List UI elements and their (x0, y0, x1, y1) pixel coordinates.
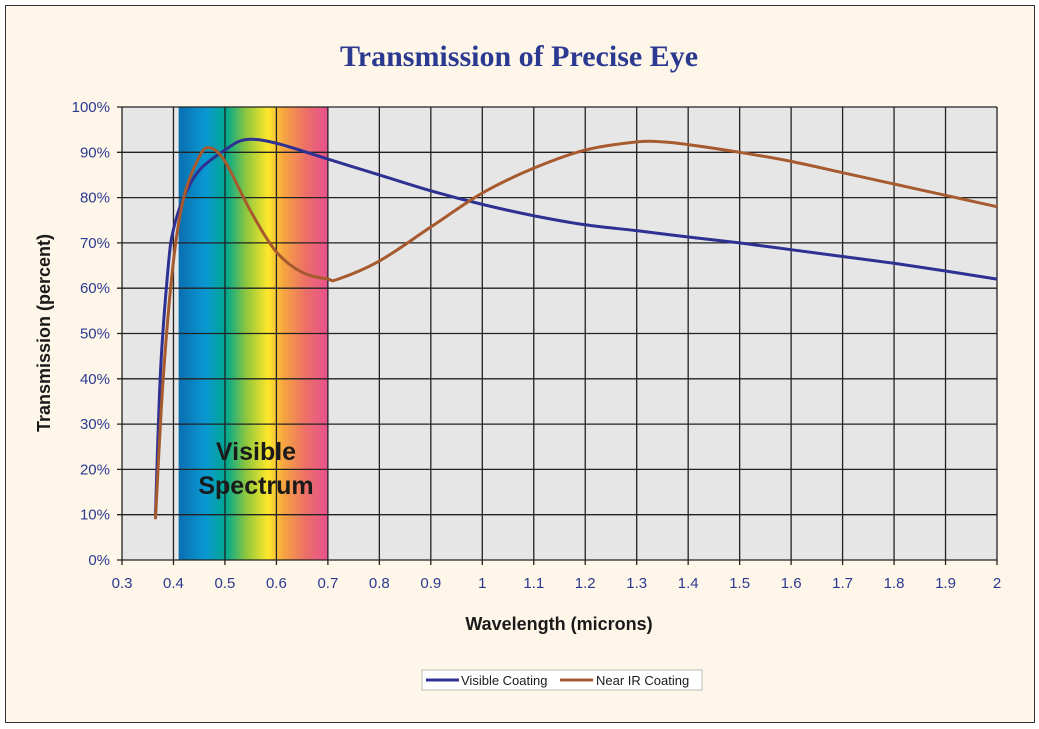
x-tick-label: 0.4 (163, 575, 184, 592)
y-tick-label: 40% (80, 371, 110, 388)
legend-label-visible: Visible Coating (461, 673, 547, 688)
y-tick-label: 100% (72, 99, 110, 116)
x-tick-label: 0.9 (420, 575, 441, 592)
y-tick-label: 10% (80, 507, 110, 524)
x-tick-label: 1.5 (729, 575, 750, 592)
x-tick-label: 1.1 (523, 575, 544, 592)
x-axis-label: Wavelength (microns) (465, 614, 652, 634)
x-tick-label: 0.7 (317, 575, 338, 592)
y-tick-label: 60% (80, 280, 110, 297)
x-tick-label: 1.6 (781, 575, 802, 592)
x-tick-label: 1.9 (935, 575, 956, 592)
x-tick-label: 1.3 (626, 575, 647, 592)
x-tick-label: 1.2 (575, 575, 596, 592)
y-tick-label: 0% (88, 552, 110, 569)
y-tick-label: 20% (80, 461, 110, 478)
x-tick-label: 0.8 (369, 575, 390, 592)
annotation-spectrum: Spectrum (198, 472, 313, 500)
x-tick-label: 1 (478, 575, 486, 592)
x-tick-label: 0.3 (112, 575, 133, 592)
x-tick-label: 0.5 (215, 575, 236, 592)
x-tick-label: 0.6 (266, 575, 287, 592)
y-axis-label: Transmission (percent) (34, 234, 54, 432)
annotation-visible: Visible (216, 438, 296, 466)
x-tick-label: 1.8 (884, 575, 905, 592)
x-tick-label: 1.7 (832, 575, 853, 592)
y-tick-label: 70% (80, 235, 110, 252)
y-tick-label: 50% (80, 326, 110, 343)
legend-label-nearir: Near IR Coating (596, 673, 689, 688)
legend: Visible Coating Near IR Coating (421, 669, 703, 691)
y-tick-label: 80% (80, 190, 110, 207)
x-tick-label: 2 (993, 575, 1001, 592)
x-tick-label: 1.4 (678, 575, 699, 592)
chart-title: Transmission of Precise Eye (340, 40, 698, 73)
y-tick-label: 30% (80, 416, 110, 433)
series-line-visible-coating (153, 137, 998, 515)
y-tick-label: 90% (80, 144, 110, 161)
series-line-near-ir-coating (153, 139, 998, 520)
